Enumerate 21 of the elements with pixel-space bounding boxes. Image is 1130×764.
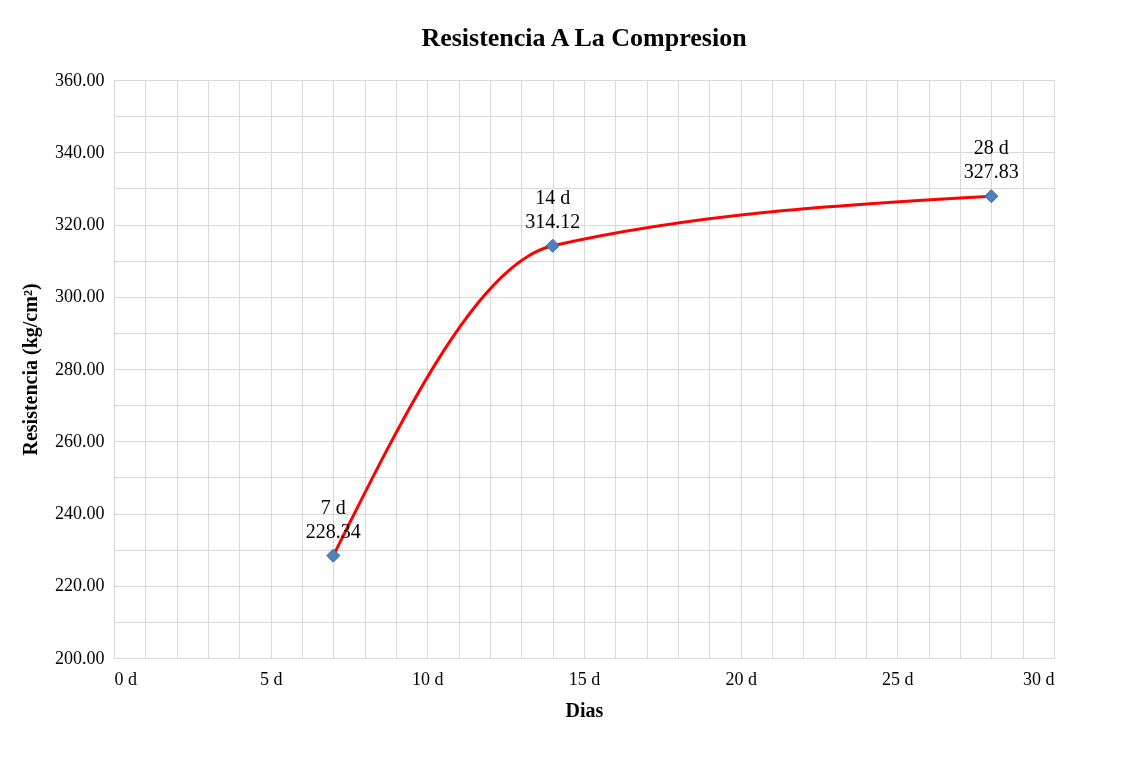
y-tick-label: 220.00 <box>55 575 105 596</box>
y-tick-label: 280.00 <box>55 358 105 379</box>
y-tick-label: 340.00 <box>55 141 105 162</box>
data-label: 28 d 327.83 <box>963 136 1019 183</box>
x-tick-label: 10 d <box>412 668 444 689</box>
y-tick-label: 360.00 <box>55 69 105 90</box>
y-tick-label: 300.00 <box>55 286 105 307</box>
x-tick-label: 30 d <box>1023 668 1055 689</box>
x-tick-label: 0 d <box>114 668 137 689</box>
x-tick-label: 20 d <box>725 668 757 689</box>
chart-title: Resistencia A La Compresion <box>421 23 748 52</box>
x-axis-title: Dias <box>565 698 604 721</box>
x-tick-label: 25 d <box>882 668 914 689</box>
y-tick-label: 260.00 <box>55 430 105 451</box>
y-tick-label: 240.00 <box>55 503 105 523</box>
y-axis-title: Resistencia (kg/cm²) <box>19 283 42 456</box>
x-tick-label: 5 d <box>259 668 283 689</box>
y-tick-label: 320.00 <box>55 214 105 234</box>
data-label: 14 d 314.12 <box>525 185 581 232</box>
y-tick-label: 200.00 <box>55 647 105 668</box>
x-tick-label: 15 d <box>568 668 601 689</box>
